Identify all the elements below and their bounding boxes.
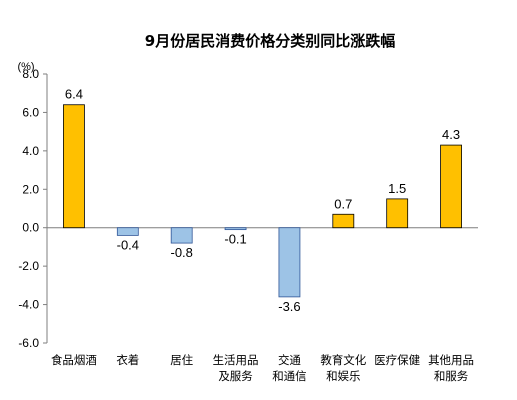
chart-title: 9月份居民消费价格分类别同比涨跌幅 <box>145 32 395 50</box>
bar-value-label: -3.6 <box>278 299 300 314</box>
bars <box>63 104 462 298</box>
category-label: 教育文化 <box>320 353 366 367</box>
data-labels: 6.4 -0.4 -0.8 -0.1 -3.6 0.7 1.5 4.3 <box>65 87 460 314</box>
bar <box>278 227 301 298</box>
category-label: 生活用品 <box>213 353 259 367</box>
y-unit-label: (%) <box>17 61 34 73</box>
bar <box>63 104 85 229</box>
y-tick-label: -4.0 <box>18 298 39 312</box>
category-label: 和通信 <box>272 369 307 383</box>
y-tick-label: -6.0 <box>18 336 39 350</box>
bar <box>440 144 462 229</box>
bar-value-label: -0.1 <box>224 232 246 247</box>
y-tick-label: 4.0 <box>22 144 39 158</box>
category-label: 衣着 <box>116 353 139 367</box>
bar-value-label: -0.4 <box>117 237 139 252</box>
bar-value-label: 6.4 <box>65 87 83 102</box>
category-label: 食品烟酒 <box>51 353 97 367</box>
category-label: 医疗保健 <box>374 353 420 367</box>
bar <box>332 213 355 229</box>
bar-value-label: 0.7 <box>334 196 352 211</box>
y-tick-label: 8.0 <box>22 67 39 81</box>
y-tick-label: -2.0 <box>18 259 39 273</box>
y-tick-label: 6.0 <box>22 105 39 119</box>
bar <box>116 227 139 236</box>
category-label: 和服务 <box>434 369 469 383</box>
bar-value-label: 4.3 <box>442 127 460 142</box>
y-tick-label: 0.0 <box>22 221 39 235</box>
axes: 8.0 6.0 4.0 2.0 0.0 -2.0 -4.0 -6.0 <box>18 67 478 350</box>
category-label: 其他用品 <box>428 353 474 367</box>
y-tick-label: 2.0 <box>22 182 39 196</box>
bar <box>170 227 193 244</box>
category-label: 交通 <box>278 353 301 367</box>
category-label: 和娱乐 <box>326 369 361 383</box>
category-label: 及服务 <box>218 369 253 383</box>
bar <box>386 198 409 229</box>
category-label: 居住 <box>170 353 193 367</box>
bar-value-label: -0.8 <box>170 245 192 260</box>
bar <box>224 227 247 231</box>
bar-value-label: 1.5 <box>388 181 406 196</box>
